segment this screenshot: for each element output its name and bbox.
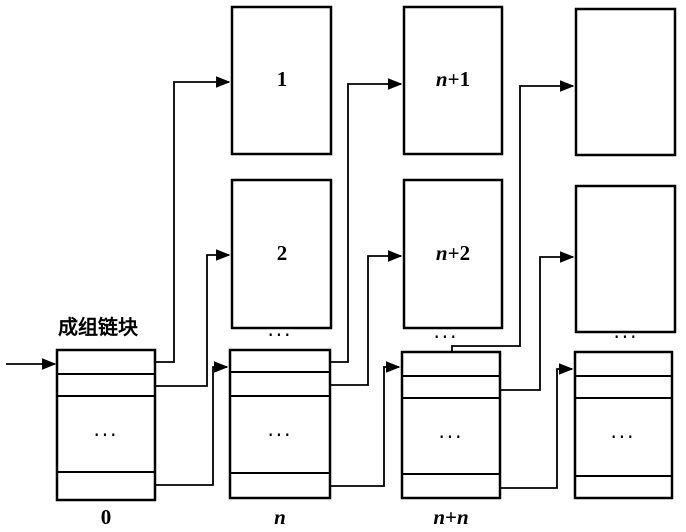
group-nn-label: n+n bbox=[433, 505, 468, 529]
free-block-top-4 bbox=[574, 7, 677, 157]
svg-text:n+2: n+2 bbox=[436, 241, 470, 265]
group-n-label: n bbox=[274, 505, 286, 529]
group-block-n-plus-n: ··· bbox=[400, 350, 502, 500]
group-n-ellipsis: ··· bbox=[267, 423, 292, 447]
free-block-mid-4 bbox=[574, 184, 677, 334]
svg-text:2: 2 bbox=[277, 241, 288, 265]
group-4-ellipsis: ··· bbox=[610, 425, 635, 449]
link-0-to-1 bbox=[155, 76, 231, 363]
column-4-ellipsis: ··· bbox=[613, 325, 638, 349]
free-block-n-plus-1: n+1 bbox=[402, 5, 504, 156]
free-block-1: 1 bbox=[230, 5, 333, 156]
free-block-n-plus-2: n+2 bbox=[402, 178, 504, 330]
link-nn-to-group4 bbox=[500, 363, 574, 489]
link-n-to-nn bbox=[330, 361, 401, 487]
group-block-4: ··· bbox=[573, 350, 674, 500]
svg-text:1: 1 bbox=[277, 67, 288, 91]
diagram-title: 成组链块 bbox=[58, 315, 139, 339]
group-block-n: ··· bbox=[228, 348, 332, 500]
group-block-0: ··· bbox=[55, 348, 157, 502]
group-0-ellipsis: ··· bbox=[93, 423, 118, 447]
group-nn-ellipsis: ··· bbox=[438, 425, 463, 449]
link-0-to-n bbox=[155, 361, 229, 486]
svg-text:n+1: n+1 bbox=[436, 67, 470, 91]
link-nn-to-top4 bbox=[451, 80, 575, 352]
link-nn-to-mid4 bbox=[500, 251, 575, 391]
column-nn-ellipsis: ··· bbox=[433, 325, 458, 349]
link-0-to-2 bbox=[155, 249, 231, 387]
column-n-ellipsis: ··· bbox=[267, 323, 292, 347]
group-0-label: 0 bbox=[101, 505, 112, 529]
link-n-to-n2 bbox=[330, 250, 403, 386]
free-block-2: 2 bbox=[230, 178, 333, 330]
link-n-to-n1 bbox=[330, 78, 403, 363]
